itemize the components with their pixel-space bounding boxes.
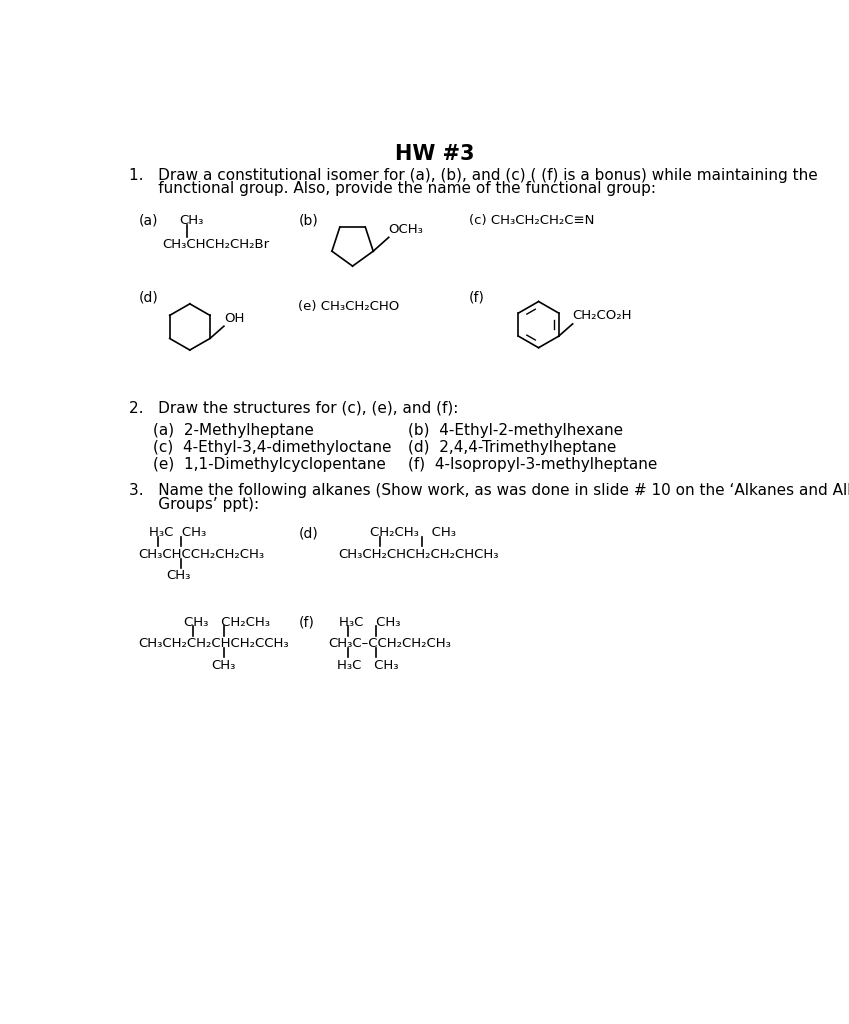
Text: OCH₃: OCH₃ bbox=[389, 223, 424, 236]
Text: OH: OH bbox=[224, 311, 245, 325]
Text: (d): (d) bbox=[298, 526, 318, 541]
Text: (f): (f) bbox=[298, 615, 314, 630]
Text: CH₃: CH₃ bbox=[211, 658, 235, 672]
Text: (f): (f) bbox=[469, 291, 485, 305]
Text: 3.   Name the following alkanes (Show work, as was done in slide # 10 on the ‘Al: 3. Name the following alkanes (Show work… bbox=[129, 483, 849, 499]
Text: CH₃CH₂CHCH₂CH₂CHCH₃: CH₃CH₂CHCH₂CH₂CHCH₃ bbox=[339, 548, 499, 561]
Text: Groups’ ppt):: Groups’ ppt): bbox=[129, 497, 260, 512]
Text: (d)  2,4,4-Trimethylheptane: (d) 2,4,4-Trimethylheptane bbox=[408, 440, 616, 455]
Text: HW #3: HW #3 bbox=[395, 144, 475, 165]
Text: (e) CH₃CH₂CHO: (e) CH₃CH₂CHO bbox=[298, 300, 400, 313]
Text: (d): (d) bbox=[138, 291, 159, 305]
Text: CH₃: CH₃ bbox=[166, 569, 191, 583]
Text: (b): (b) bbox=[298, 214, 318, 227]
Text: CH₃C–CCH₂CH₂CH₃: CH₃C–CCH₂CH₂CH₃ bbox=[328, 637, 451, 650]
Text: H₃C  CH₃: H₃C CH₃ bbox=[149, 526, 206, 540]
Text: CH₂CO₂H: CH₂CO₂H bbox=[573, 309, 633, 323]
Text: H₃C   CH₃: H₃C CH₃ bbox=[337, 658, 398, 672]
Text: 2.   Draw the structures for (c), (e), and (f):: 2. Draw the structures for (c), (e), and… bbox=[129, 400, 458, 415]
Text: CH₃   CH₂CH₃: CH₃ CH₂CH₃ bbox=[183, 615, 270, 629]
Text: CH₃CH₂CH₂CHCH₂CCH₃: CH₃CH₂CH₂CHCH₂CCH₃ bbox=[138, 637, 290, 650]
Text: CH₃CHCH₂CH₂Br: CH₃CHCH₂CH₂Br bbox=[162, 239, 269, 251]
Text: (a): (a) bbox=[138, 214, 158, 227]
Text: (f)  4-Isopropyl-3-methylheptane: (f) 4-Isopropyl-3-methylheptane bbox=[408, 457, 658, 472]
Text: CH₃: CH₃ bbox=[180, 214, 204, 226]
Text: 1.   Draw a constitutional isomer for (a), (b), and (c) ( (f) is a bonus) while : 1. Draw a constitutional isomer for (a),… bbox=[129, 168, 818, 182]
Text: H₃C   CH₃: H₃C CH₃ bbox=[339, 615, 400, 629]
Text: functional group. Also, provide the name of the functional group:: functional group. Also, provide the name… bbox=[129, 181, 656, 197]
Text: (e)  1,1-Dimethylcyclopentane: (e) 1,1-Dimethylcyclopentane bbox=[153, 457, 385, 472]
Text: (a)  2-Methylheptane: (a) 2-Methylheptane bbox=[153, 423, 313, 438]
Text: (c) CH₃CH₂CH₂C≡N: (c) CH₃CH₂CH₂C≡N bbox=[469, 214, 594, 226]
Text: CH₂CH₃   CH₃: CH₂CH₃ CH₃ bbox=[369, 526, 456, 540]
Text: (b)  4-Ethyl-2-methylhexane: (b) 4-Ethyl-2-methylhexane bbox=[408, 423, 623, 438]
Text: CH₃CHCCH₂CH₂CH₃: CH₃CHCCH₂CH₂CH₃ bbox=[138, 548, 265, 561]
Text: (c)  4-Ethyl-3,4-dimethyloctane: (c) 4-Ethyl-3,4-dimethyloctane bbox=[153, 440, 391, 455]
